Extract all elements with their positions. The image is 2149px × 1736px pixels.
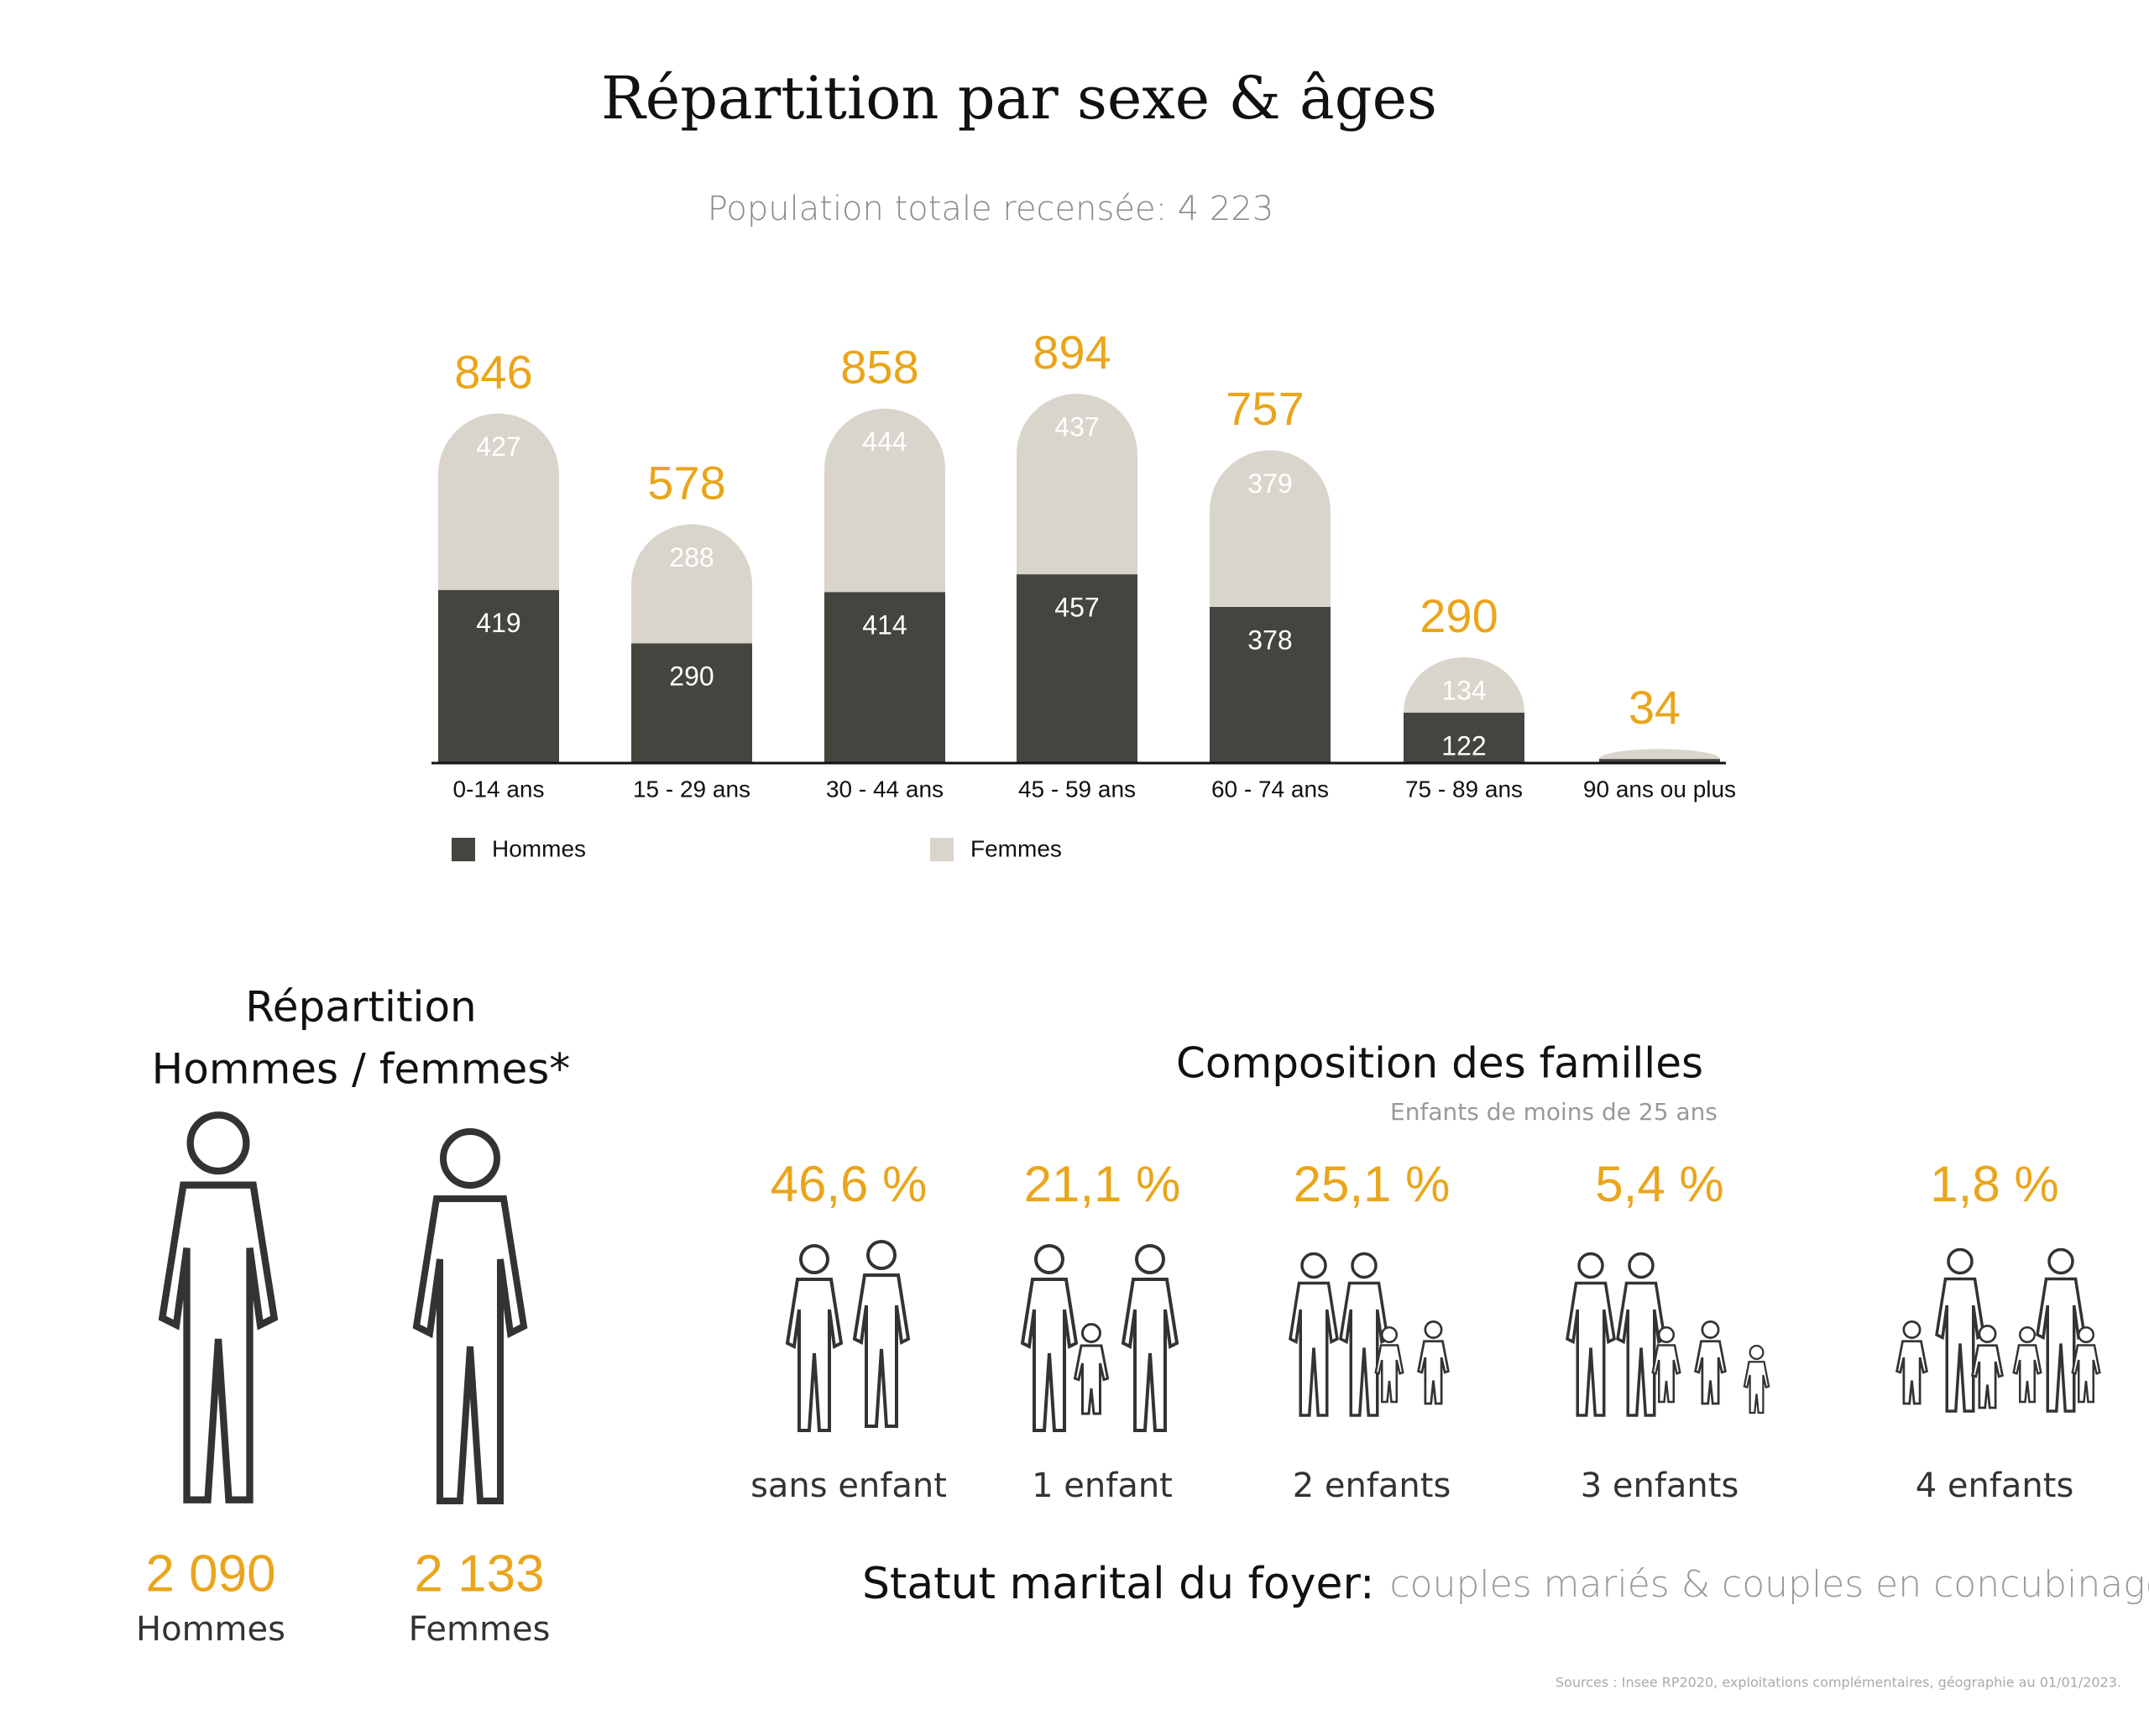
bar-hommes bbox=[1404, 712, 1524, 763]
family-label: sans enfant bbox=[750, 1467, 947, 1505]
bar-hommes bbox=[438, 589, 559, 763]
marital-label: Statut marital du foyer: bbox=[862, 1559, 1374, 1609]
family-label: 4 enfants bbox=[1916, 1467, 2074, 1505]
x-tick-label: 90 ans ou plus bbox=[1583, 776, 1736, 802]
label-hommes: 457 bbox=[1054, 593, 1099, 623]
legend-swatch bbox=[930, 838, 954, 861]
man-icon bbox=[162, 1115, 274, 1499]
total-label: 34 bbox=[1629, 681, 1681, 734]
gender-title-2: Hommes / femmes* bbox=[152, 1045, 571, 1094]
men-label: Hommes bbox=[136, 1610, 285, 1649]
bar-femmes bbox=[824, 408, 945, 593]
bar-femmes bbox=[1210, 450, 1331, 607]
bar-hommes bbox=[824, 592, 945, 763]
total-label: 578 bbox=[647, 456, 725, 509]
bar-hommes bbox=[1017, 574, 1137, 763]
label-femmes: 134 bbox=[1441, 675, 1486, 705]
bar-femmes bbox=[1404, 657, 1525, 713]
bar-hommes bbox=[1599, 759, 1720, 763]
woman-icon bbox=[416, 1132, 524, 1501]
label-femmes: 288 bbox=[669, 542, 714, 573]
bar-femmes bbox=[1017, 394, 1137, 575]
label-femmes: 437 bbox=[1054, 411, 1099, 442]
family-stats: 46,6 % sans enfant 21,1 % 1 enfant 25,1 % 2 e… bbox=[750, 1156, 2073, 1505]
total-label: 290 bbox=[1420, 589, 1498, 642]
total-label: 894 bbox=[1033, 326, 1111, 379]
women-count: 2 133 bbox=[414, 1545, 544, 1603]
legend-label: Hommes bbox=[492, 835, 586, 861]
family-percent: 1,8 % bbox=[1930, 1156, 2058, 1212]
subtitle: Population totale recensée: 4 223 bbox=[708, 190, 1274, 228]
bar-hommes bbox=[1210, 606, 1331, 763]
label-hommes: 290 bbox=[669, 661, 714, 692]
family-percent: 21,1 % bbox=[1024, 1156, 1181, 1212]
bar-femmes bbox=[1599, 749, 1720, 760]
family-icons bbox=[787, 1242, 2102, 1430]
x-tick-label: 15 - 29 ans bbox=[633, 776, 750, 802]
family-percent: 46,6 % bbox=[771, 1156, 928, 1212]
family-label: 1 enfant bbox=[1032, 1467, 1173, 1505]
label-hommes: 122 bbox=[1441, 730, 1486, 761]
label-femmes: 427 bbox=[476, 431, 520, 462]
men-count: 2 090 bbox=[145, 1545, 275, 1603]
families-subtitle: Enfants de moins de 25 ans bbox=[1390, 1098, 1718, 1126]
marital-status: Statut marital du foyer: couples mariés &… bbox=[862, 1559, 2149, 1609]
legend-label: Femmes bbox=[970, 835, 1062, 861]
total-label: 858 bbox=[840, 341, 918, 394]
families-title: Composition des familles bbox=[1176, 1039, 1703, 1088]
label-femmes: 444 bbox=[862, 426, 907, 457]
women-label: Femmes bbox=[409, 1610, 551, 1649]
total-label: 846 bbox=[454, 345, 532, 398]
family-label: 2 enfants bbox=[1293, 1467, 1451, 1505]
label-hommes: 419 bbox=[476, 608, 520, 638]
sources: Sources : Insee RP2020, exploitations co… bbox=[1556, 1675, 2121, 1691]
bar-femmes bbox=[438, 413, 559, 590]
marital-value: couples mariés & couples en concubinage bbox=[1389, 1563, 2149, 1606]
family-percent: 5,4 % bbox=[1595, 1156, 1723, 1212]
x-tick-label: 45 - 59 ans bbox=[1018, 776, 1136, 802]
x-tick-label: 0-14 ans bbox=[453, 776, 545, 802]
x-tick-label: 60 - 74 ans bbox=[1211, 776, 1329, 802]
label-hommes: 378 bbox=[1247, 625, 1292, 655]
bar-hommes bbox=[631, 643, 752, 763]
legend-swatch bbox=[452, 838, 475, 861]
bar-femmes bbox=[631, 524, 752, 644]
family-label: 3 enfants bbox=[1581, 1467, 1739, 1505]
family-percent: 25,1 % bbox=[1294, 1156, 1451, 1212]
label-femmes: 379 bbox=[1247, 468, 1292, 499]
title: Répartition par sexe & âges bbox=[601, 64, 1437, 133]
bar-chart: 419 427 846 0-14 ans 290 288 578 15 - 29 ans 414… bbox=[431, 326, 1736, 861]
x-tick-label: 75 - 89 ans bbox=[1405, 776, 1523, 802]
label-hommes: 414 bbox=[862, 610, 907, 641]
total-label: 757 bbox=[1226, 382, 1304, 435]
x-tick-label: 30 - 44 ans bbox=[826, 776, 944, 802]
gender-title-1: Répartition bbox=[245, 983, 476, 1032]
